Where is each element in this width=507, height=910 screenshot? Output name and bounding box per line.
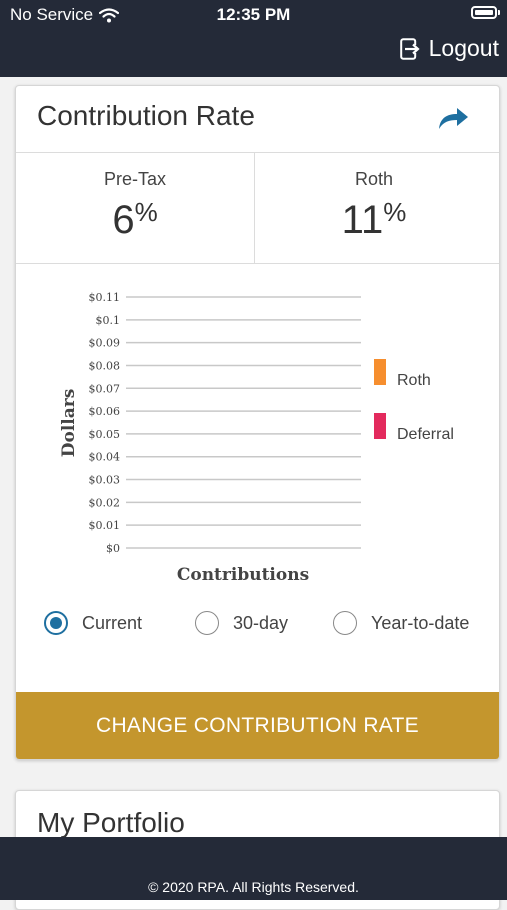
- pretax-value: 6%: [16, 197, 254, 243]
- y-tick-label: $0.02: [89, 496, 121, 509]
- radio-current[interactable]: Current: [44, 611, 142, 635]
- logout-icon: [399, 37, 420, 60]
- legend-label-deferral: Deferral: [397, 426, 454, 443]
- divider: [254, 153, 255, 263]
- change-contribution-rate-label: CHANGE CONTRIBUTION RATE: [96, 713, 419, 737]
- pretax-label: Pre-Tax: [103, 169, 166, 189]
- contribution-rate-card: Contribution Rate Pre-Tax 6% Roth 11% $0…: [15, 85, 500, 760]
- battery-icon: [471, 6, 500, 19]
- y-tick-label: $0.03: [89, 474, 121, 487]
- status-time: 12:35 PM: [216, 5, 291, 24]
- roth-percent-sign: %: [383, 197, 407, 227]
- y-tick-label: $0.09: [89, 337, 121, 350]
- radio-current-circle[interactable]: [44, 611, 68, 635]
- card-title: Contribution Rate: [37, 100, 255, 131]
- contributions-chart: $0 $0.01 $0.02 $0.03 $0.04 $0.05 $0.06 $0.07 $0.…: [59, 291, 454, 585]
- y-tick-label: $0.08: [89, 359, 121, 372]
- y-tick-label: $0.1: [96, 314, 121, 327]
- y-tick-label: $0.06: [89, 405, 121, 418]
- y-tick-label: $0.01: [89, 519, 121, 532]
- radio-year-to-date-circle[interactable]: [333, 611, 357, 635]
- roth-rate: Roth 11%: [255, 153, 493, 263]
- legend-swatch-roth: [374, 359, 386, 385]
- carrier-status: No Service: [10, 5, 120, 25]
- roth-percent: 11: [341, 198, 384, 242]
- radio-30-day-label: 30-day: [233, 612, 289, 633]
- radio-30-day-circle[interactable]: [195, 611, 219, 635]
- pretax-rate: Pre-Tax 6%: [16, 153, 254, 263]
- share-arrow-icon[interactable]: [437, 106, 469, 130]
- pretax-percent-sign: %: [134, 197, 158, 227]
- roth-value: 11%: [255, 197, 493, 243]
- radio-current-label: Current: [82, 612, 143, 633]
- radio-year-to-date[interactable]: Year-to-date: [333, 611, 469, 635]
- divider: [16, 152, 499, 153]
- y-axis-title: Dollars: [59, 389, 79, 458]
- footer: © 2020 RPA. All Rights Reserved.: [0, 837, 507, 900]
- y-tick-label: $0.05: [89, 428, 121, 441]
- app-header: No Service 12:35 PM Logout: [0, 0, 507, 77]
- y-tick-label: $0: [106, 542, 120, 555]
- status-bar: No Service 12:35 PM: [0, 0, 507, 30]
- portfolio-title: My Portfolio: [37, 807, 185, 838]
- period-selector: Current 30-day Year-to-date: [16, 611, 499, 645]
- x-axis-title: Contributions: [177, 565, 309, 585]
- y-tick-label: $0.07: [89, 382, 121, 395]
- legend-swatch-deferral: [374, 413, 386, 439]
- divider: [16, 263, 499, 264]
- radio-30-day[interactable]: 30-day: [195, 611, 288, 635]
- y-tick-label: $0.04: [89, 451, 121, 464]
- legend-label-roth: Roth: [397, 372, 431, 389]
- logout-button[interactable]: Logout: [399, 35, 499, 62]
- radio-year-to-date-label: Year-to-date: [371, 612, 470, 633]
- wifi-icon: [99, 7, 120, 22]
- y-tick-label: $0.11: [89, 291, 121, 304]
- change-contribution-rate-button[interactable]: CHANGE CONTRIBUTION RATE: [16, 692, 499, 759]
- logout-label: Logout: [428, 35, 499, 61]
- copyright-text: © 2020 RPA. All Rights Reserved.: [148, 879, 359, 895]
- carrier-label: No Service: [10, 5, 94, 24]
- pretax-percent: 6: [112, 198, 135, 242]
- roth-label: Roth: [354, 169, 394, 189]
